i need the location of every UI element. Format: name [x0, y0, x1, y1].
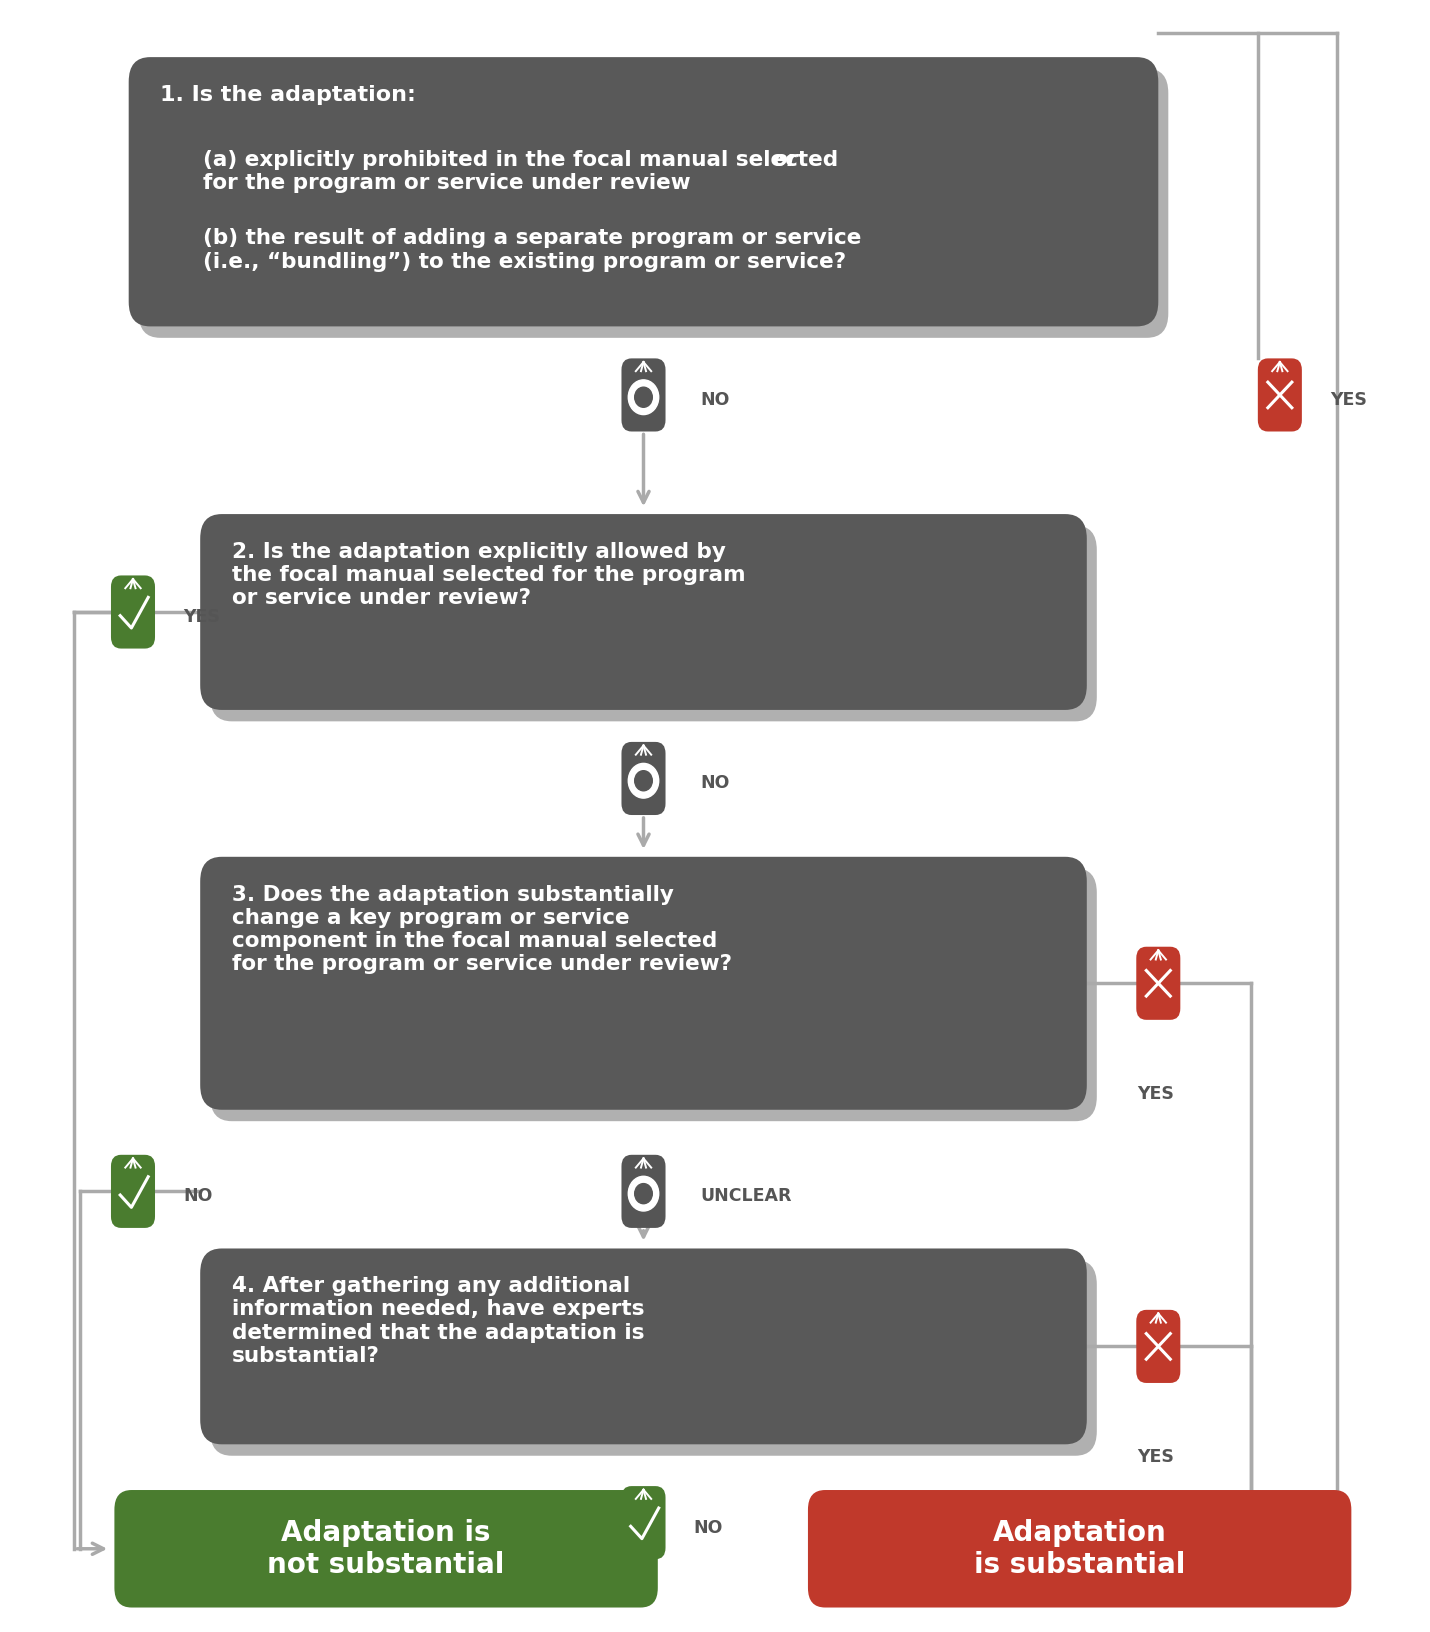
FancyBboxPatch shape — [112, 576, 154, 648]
FancyBboxPatch shape — [622, 1487, 665, 1559]
Text: 2. Is the adaptation explicitly allowed by
the focal manual selected for the pro: 2. Is the adaptation explicitly allowed … — [232, 542, 745, 609]
Text: NO: NO — [694, 1518, 724, 1537]
FancyBboxPatch shape — [200, 1248, 1087, 1444]
Text: (a) explicitly prohibited in the focal manual selected
for the program or servic: (a) explicitly prohibited in the focal m… — [203, 150, 838, 193]
Text: NO: NO — [701, 390, 731, 410]
Text: Adaptation
is substantial: Adaptation is substantial — [974, 1518, 1185, 1580]
Text: 4. After gathering any additional
information needed, have experts
determined th: 4. After gathering any additional inform… — [232, 1276, 644, 1366]
FancyBboxPatch shape — [622, 359, 665, 431]
FancyBboxPatch shape — [1137, 947, 1180, 1020]
FancyBboxPatch shape — [210, 526, 1097, 721]
FancyBboxPatch shape — [1258, 359, 1301, 431]
Text: YES: YES — [183, 607, 220, 627]
FancyBboxPatch shape — [129, 57, 1158, 326]
Text: 1. Is the adaptation:: 1. Is the adaptation: — [160, 85, 416, 104]
Text: or: or — [772, 150, 798, 170]
Text: NO: NO — [701, 774, 731, 793]
FancyBboxPatch shape — [622, 1155, 665, 1227]
FancyBboxPatch shape — [1137, 1310, 1180, 1382]
Circle shape — [635, 387, 652, 408]
Text: NO: NO — [183, 1186, 213, 1206]
Text: Adaptation is
not substantial: Adaptation is not substantial — [267, 1518, 505, 1580]
FancyBboxPatch shape — [210, 868, 1097, 1121]
Text: YES: YES — [1330, 390, 1367, 410]
Text: 3. Does the adaptation substantially
change a key program or service
component i: 3. Does the adaptation substantially cha… — [232, 885, 732, 974]
FancyBboxPatch shape — [114, 1490, 658, 1608]
Circle shape — [635, 1183, 652, 1204]
FancyBboxPatch shape — [210, 1260, 1097, 1456]
FancyBboxPatch shape — [112, 1155, 154, 1227]
Circle shape — [628, 380, 659, 415]
FancyBboxPatch shape — [622, 743, 665, 814]
Text: YES: YES — [1137, 1085, 1174, 1103]
FancyBboxPatch shape — [139, 69, 1168, 338]
Circle shape — [628, 1177, 659, 1211]
Circle shape — [628, 764, 659, 798]
FancyBboxPatch shape — [808, 1490, 1351, 1608]
Text: (b) the result of adding a separate program or service
(i.e., “bundling”) to the: (b) the result of adding a separate prog… — [203, 228, 861, 271]
Text: UNCLEAR: UNCLEAR — [701, 1186, 792, 1206]
FancyBboxPatch shape — [200, 857, 1087, 1110]
Circle shape — [635, 770, 652, 792]
Text: YES: YES — [1137, 1448, 1174, 1467]
FancyBboxPatch shape — [200, 514, 1087, 710]
